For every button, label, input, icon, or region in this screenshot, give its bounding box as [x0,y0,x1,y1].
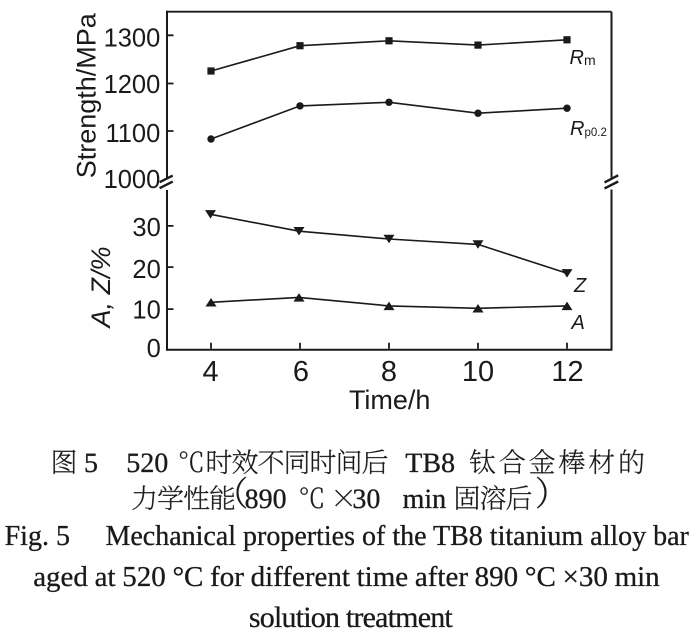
svg-text:Rp0.2: Rp0.2 [570,118,607,140]
svg-text:aged at 520 °C for different t: aged at 520 °C for different time after … [33,561,660,593]
svg-text:10: 10 [132,297,160,325]
svg-text:1200: 1200 [104,71,161,99]
svg-text:12: 12 [551,356,583,388]
svg-text:6: 6 [293,356,309,388]
svg-text:Z: Z [573,275,587,297]
svg-text:1000: 1000 [104,166,161,194]
svg-text:A: A [571,312,585,334]
svg-text:Strength/MPa: Strength/MPa [72,12,102,178]
svg-text:0: 0 [147,335,161,363]
svg-text:30: 30 [132,214,160,242]
svg-text:4: 4 [203,356,219,388]
svg-text:20: 20 [132,256,160,284]
svg-text:solution treatment: solution treatment [249,601,454,634]
svg-text:Time/h: Time/h [349,385,431,415]
svg-text:1100: 1100 [105,120,160,148]
svg-text:8: 8 [381,356,397,388]
svg-text:1300: 1300 [104,25,161,53]
svg-text:A, Z/%: A, Z/% [86,246,116,329]
svg-text:Rm: Rm [570,47,596,69]
svg-text:10: 10 [462,356,494,388]
